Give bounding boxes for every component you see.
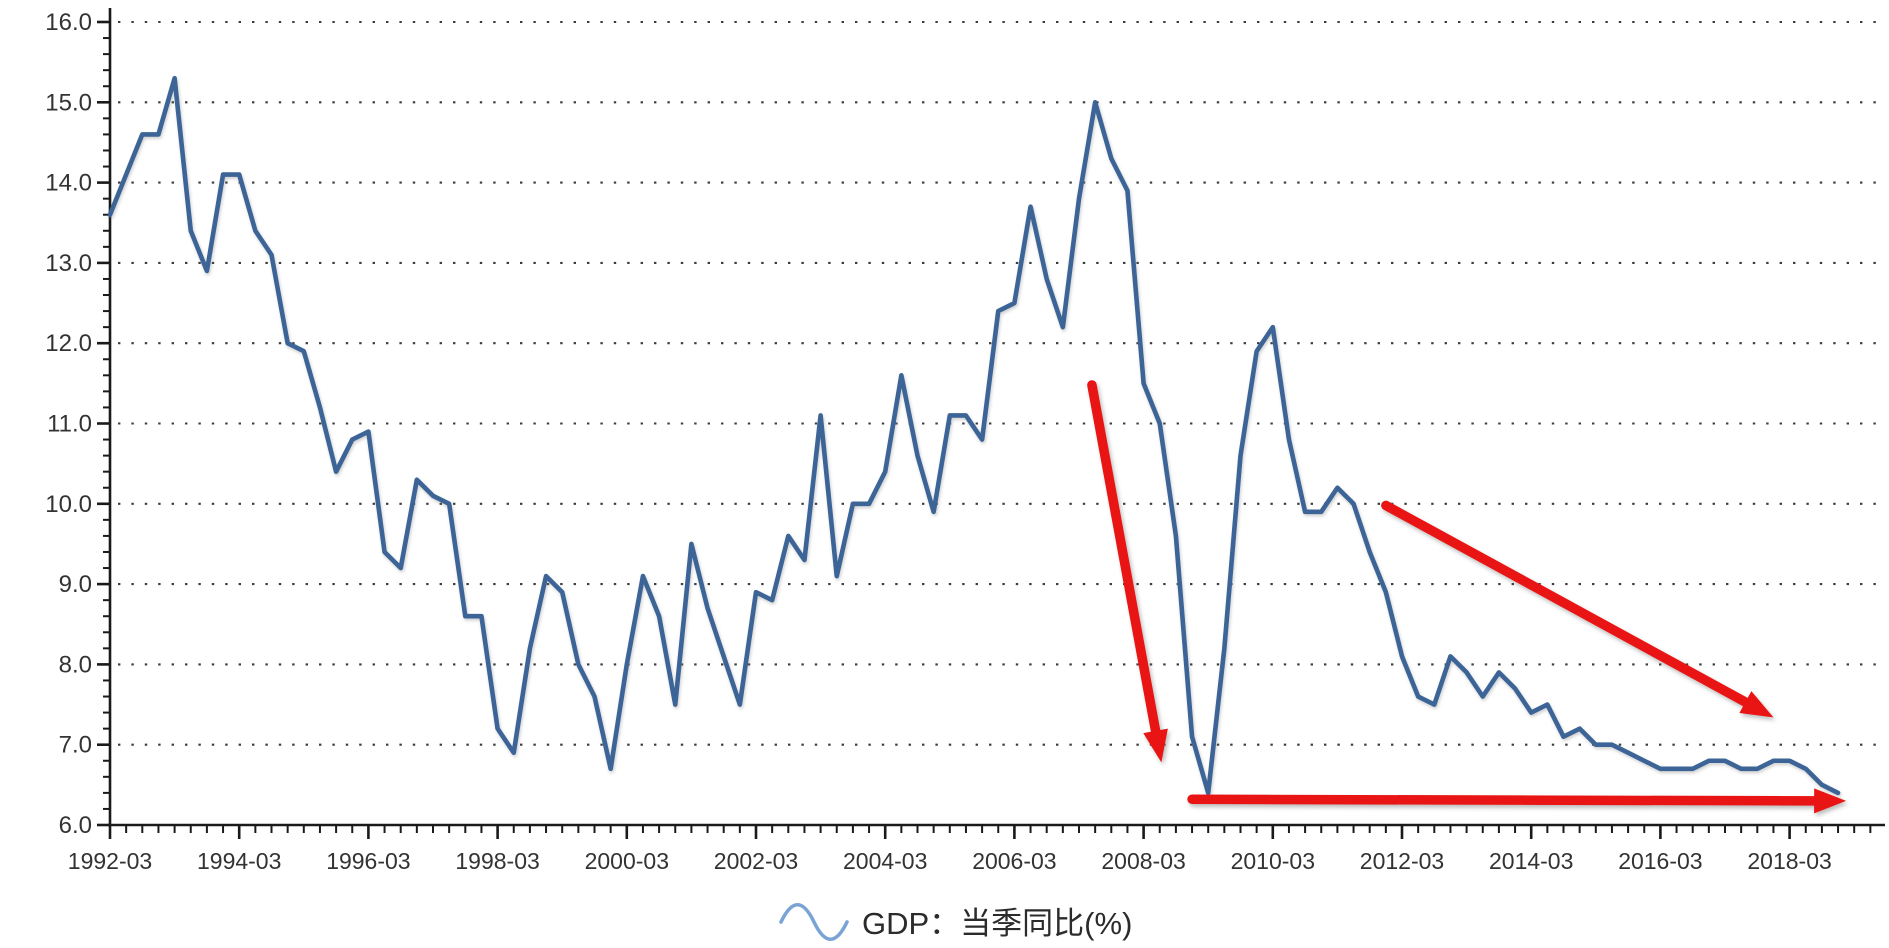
- x-tick-label: 2012-03: [1360, 848, 1444, 874]
- x-tick-label: 2014-03: [1489, 848, 1573, 874]
- x-tick-label: 2004-03: [843, 848, 927, 874]
- x-tick-label: 1994-03: [197, 848, 281, 874]
- y-tick-label: 7.0: [59, 732, 92, 759]
- y-tick-label: 6.0: [59, 812, 92, 839]
- legend: GDP：当季同比(%): [779, 903, 1132, 941]
- axis-ticks: [97, 20, 1872, 839]
- x-tick-label: 2006-03: [972, 848, 1056, 874]
- y-tick-label: 11.0: [47, 411, 92, 438]
- gdp-series-line: [107, 75, 1841, 796]
- x-tick-label: 2008-03: [1101, 848, 1185, 874]
- y-tick-label: 16.0: [45, 9, 92, 36]
- y-tick-label: 15.0: [45, 89, 92, 116]
- y-axis-labels: 16.0 15.0 14.0 13.0 12.0 11.0 10.0 9.0 8.0 7.0 6.0: [45, 9, 92, 839]
- x-axis-labels: 1992-03 1994-03 1996-03 1998-03 2000-03 2002-…: [68, 848, 1832, 874]
- gradual-slowdown-arrow: [1381, 500, 1774, 718]
- legend-label: GDP：当季同比(%): [862, 906, 1132, 941]
- y-tick-label: 12.0: [45, 330, 92, 357]
- x-tick-label: 2018-03: [1747, 848, 1831, 874]
- sharp-drop-2008-arrow: [1087, 380, 1168, 763]
- x-tick-label: 2000-03: [585, 848, 669, 874]
- y-tick-label: 13.0: [45, 250, 92, 277]
- annotation-arrows: [1087, 380, 1847, 814]
- y-tick-label: 10.0: [45, 491, 92, 518]
- x-tick-label: 2016-03: [1618, 848, 1702, 874]
- x-tick-label: 1996-03: [326, 848, 410, 874]
- x-tick-label: 2002-03: [714, 848, 798, 874]
- y-tick-label: 14.0: [45, 170, 92, 197]
- legend-line-icon: [779, 903, 849, 941]
- x-tick-label: 2010-03: [1231, 848, 1315, 874]
- y-tick-label: 9.0: [59, 571, 92, 598]
- x-tick-label: 1992-03: [68, 848, 152, 874]
- x-tick-label: 1998-03: [455, 848, 539, 874]
- y-tick-label: 8.0: [59, 651, 92, 678]
- axes: [108, 8, 1885, 827]
- flat-bottom-arrow: [1187, 788, 1847, 814]
